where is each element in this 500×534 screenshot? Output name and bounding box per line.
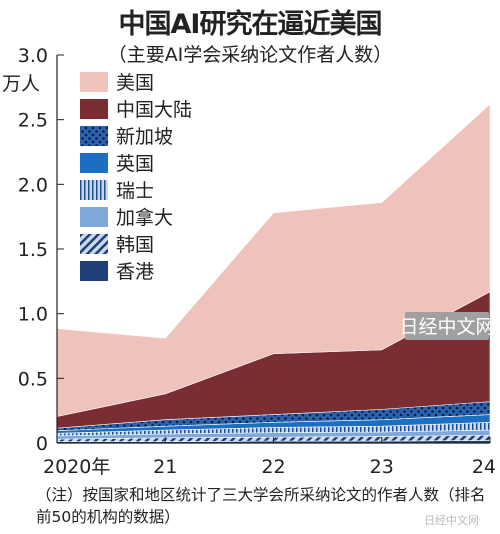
y-tick-label: 2.5: [18, 110, 48, 132]
series-3-legend-swatch: [80, 180, 108, 200]
series-7-legend-label: 美国: [116, 72, 154, 94]
series-4-legend-label: 英国: [116, 153, 154, 175]
logo-box: [405, 312, 489, 340]
series-0-legend-swatch: [80, 261, 108, 281]
y-tick-label: 0.5: [18, 368, 48, 390]
series-4-legend-swatch: [80, 153, 108, 173]
y-tick-label: 1.5: [18, 239, 48, 261]
y-tick-label: 0: [36, 433, 48, 455]
y-tick-label: 3.0: [18, 45, 48, 67]
chart-subtitle: （主要AI学会采纳论文作者人数）: [107, 44, 393, 66]
series-6-legend-label: 中国大陆: [116, 99, 192, 121]
series-7-legend-swatch: [80, 72, 108, 92]
corner-watermark: 日经中文网: [424, 514, 479, 527]
x-tick-label: 22: [261, 456, 285, 478]
y-tick-label: 2.0: [18, 174, 48, 196]
logo-text: 日经中文网: [399, 316, 494, 338]
series-6-legend-swatch: [80, 99, 108, 119]
series-0-legend-label: 香港: [116, 261, 154, 283]
y-axis-unit: 万人: [2, 73, 40, 95]
chart-title: 中国AI研究在逼近美国: [118, 9, 383, 40]
nikkei-logo: 日经中文网: [399, 312, 495, 340]
series-2-legend-swatch: [80, 207, 108, 227]
x-tick-label: 21: [153, 456, 177, 478]
series-7-area: [56, 103, 491, 417]
y-tick-label: 1.0: [18, 304, 48, 326]
series-5-legend-swatch: [80, 126, 108, 146]
series-5-legend-label: 新加坡: [116, 126, 173, 148]
x-tick-label: 2020年: [43, 456, 110, 478]
series-1-legend-swatch: [80, 234, 108, 254]
series-3-legend-label: 瑞士: [116, 180, 154, 202]
series-2-legend-label: 加拿大: [116, 206, 173, 229]
x-tick-label: 24: [472, 456, 496, 478]
footnote: （注）按国家和地区统计了三大学会所采纳论文的作者人数（排名前50的机构的数据）: [36, 486, 486, 526]
series-1-legend-label: 韩国: [116, 234, 154, 256]
x-tick-label: 23: [370, 456, 394, 478]
